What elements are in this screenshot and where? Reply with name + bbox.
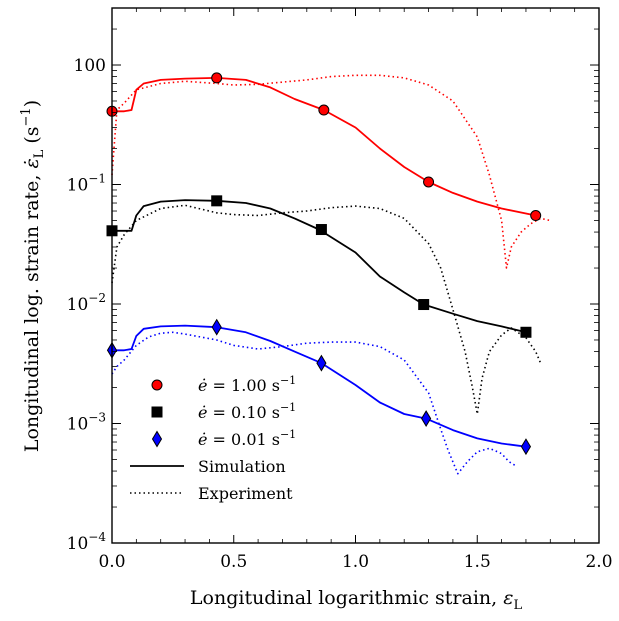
legend-label-0: ė = 1.00 s−1 [198, 374, 296, 395]
plot-frame [111, 7, 600, 544]
x-axis-title: Longitudinal logarithmic strain, εL [190, 587, 523, 613]
marker-layer [106, 72, 542, 456]
series-line-0.10-experiment [111, 204, 542, 415]
y-tick-label-3: 10−1 [67, 172, 106, 196]
series-line-1.00-simulation [112, 77, 536, 217]
x-tick-label-2: 1.0 [342, 552, 369, 572]
series-line-1.00-experiment [111, 74, 551, 269]
legend-label-4: Experiment [198, 484, 293, 503]
legend: ė = 1.00 s−1 ė = 0.10 s−1 ė = 0.01 s−1 Simu… [130, 374, 296, 503]
data-marker-1.00-4 [530, 210, 542, 222]
data-marker-0.01-4 [520, 438, 532, 456]
legend-marker-1 [151, 406, 163, 418]
y-tick-label-1: 10−3 [67, 411, 106, 435]
data-marker-0.10-2 [315, 224, 327, 236]
data-marker-0.01-1 [211, 318, 222, 336]
data-marker-0.01-3 [421, 410, 432, 428]
data-marker-1.00-1 [211, 72, 223, 84]
tick-label-layer: 0.0 0.5 1.0 1.5 2.0 10−4 10−3 10−2 10−1 100 [67, 56, 613, 572]
legend-item-3: Simulation [130, 457, 286, 476]
series-line-0.01-simulation [112, 324, 527, 448]
data-marker-0.10-4 [520, 326, 532, 338]
series-line-0.10-simulation [112, 199, 527, 334]
x-tick-label-0: 0.0 [98, 552, 125, 572]
legend-marker-2 [151, 430, 163, 448]
y-axis-title: Longitudinal log. strain rate, ε̇L (s−1) [19, 100, 47, 452]
legend-item-1: ė = 0.10 s−1 [151, 401, 296, 422]
y-tick-label-0: 10−4 [67, 530, 107, 554]
series-layer [111, 74, 551, 475]
legend-marker-0 [151, 379, 163, 391]
legend-label-1: ė = 0.10 s−1 [198, 401, 296, 422]
legend-label-3: Simulation [198, 457, 286, 476]
data-marker-0.10-1 [211, 195, 223, 207]
data-marker-1.00-2 [318, 104, 330, 116]
legend-item-4: Experiment [130, 484, 293, 503]
x-tick-label-1: 0.5 [220, 552, 247, 572]
legend-item-2: ė = 0.01 s−1 [151, 428, 296, 449]
data-marker-0.10-3 [418, 299, 430, 311]
y-tick-label-4: 100 [74, 56, 106, 76]
x-tick-label-3: 1.5 [464, 552, 491, 572]
data-marker-0.01-2 [316, 354, 327, 372]
x-tick-label-4: 2.0 [585, 552, 612, 572]
legend-label-2: ė = 0.01 s−1 [198, 428, 296, 449]
data-marker-1.00-3 [423, 176, 435, 188]
y-tick-label-2: 10−2 [67, 291, 106, 315]
legend-item-0: ė = 1.00 s−1 [151, 374, 296, 395]
